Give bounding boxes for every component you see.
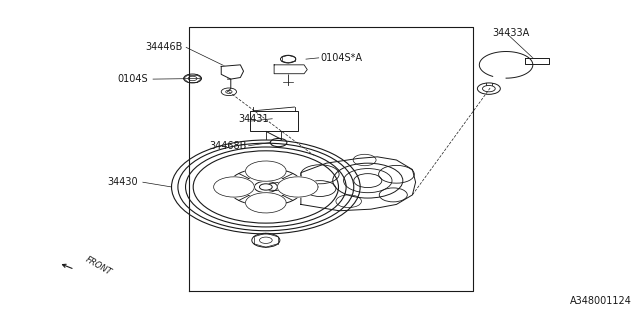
Polygon shape xyxy=(246,161,286,181)
Text: 34446B: 34446B xyxy=(146,42,183,52)
Polygon shape xyxy=(277,177,318,197)
Text: 0104S*A: 0104S*A xyxy=(320,53,362,63)
Polygon shape xyxy=(274,65,307,74)
Text: FRONT: FRONT xyxy=(84,255,114,277)
Polygon shape xyxy=(525,59,549,64)
Text: A348001124: A348001124 xyxy=(570,296,632,306)
Text: 34430: 34430 xyxy=(108,177,138,187)
Polygon shape xyxy=(246,193,286,213)
Text: 34433A: 34433A xyxy=(492,28,529,38)
Text: 0104S: 0104S xyxy=(117,74,148,84)
Polygon shape xyxy=(221,65,244,79)
Polygon shape xyxy=(214,177,254,197)
Polygon shape xyxy=(301,157,415,211)
Bar xyxy=(250,111,298,132)
Text: 34431: 34431 xyxy=(238,114,269,124)
Text: 34468B: 34468B xyxy=(209,141,246,151)
